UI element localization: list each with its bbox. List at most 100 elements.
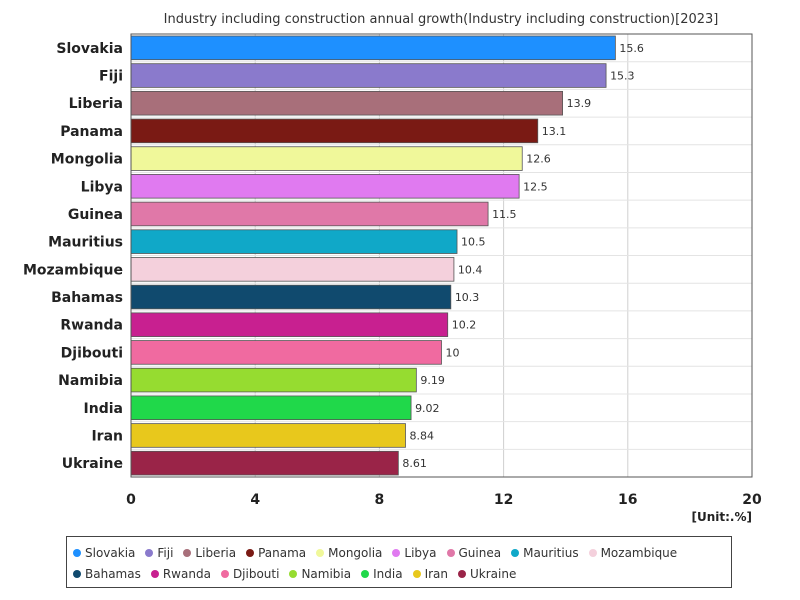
value-label: 12.6 [526, 153, 551, 166]
legend-marker [73, 569, 81, 578]
value-label: 15.6 [619, 42, 644, 55]
plot-frame [130, 33, 753, 478]
bar-mongolia [130, 146, 523, 171]
x-tick-label: 8 [375, 492, 385, 508]
legend-marker [392, 548, 401, 557]
legend-marker [246, 548, 255, 557]
grid-lines [131, 34, 752, 477]
value-label: 11.5 [492, 208, 517, 221]
legend-item: Ukraine [458, 563, 516, 584]
category-label: Namibia [58, 373, 123, 389]
category-label: Mauritius [48, 235, 123, 251]
legend-item: Mongolia [316, 542, 382, 563]
bar-iran [130, 423, 406, 448]
category-label: Fiji [99, 69, 123, 85]
value-label: 10.5 [461, 236, 486, 249]
bar-libya [130, 174, 520, 199]
legend-item: Mauritius [511, 542, 579, 563]
legend-marker [588, 548, 597, 557]
legend-label: Guinea [458, 545, 502, 560]
legend-marker [145, 548, 154, 557]
value-label: 13.1 [542, 125, 567, 138]
value-labels: 15.6 15.3 13.9 13.1 12.6 12.5 11.5 10.5 10.4 10.3… [402, 42, 644, 470]
category-label: Bahamas [51, 290, 123, 306]
bar-mauritius [130, 229, 458, 254]
legend-label: Ukraine [470, 566, 517, 581]
x-tick-label: 20 [742, 492, 762, 508]
legend-label: Iran [424, 566, 449, 581]
category-label: Guinea [68, 207, 123, 223]
category-label: Rwanda [60, 318, 123, 334]
x-tick-label: 16 [618, 492, 637, 508]
legend-item: Namibia [289, 563, 351, 584]
legend-item: India [361, 563, 403, 584]
legend-item: Mozambique [588, 542, 678, 563]
category-label: Liberia [69, 96, 123, 112]
value-label: 8.84 [409, 429, 434, 442]
legend-label: Mongolia [328, 545, 383, 560]
value-label: 10 [446, 346, 460, 359]
legend-marker [458, 569, 467, 578]
legend-item: Panama [246, 542, 306, 563]
bar-djibouti [130, 340, 442, 365]
legend-marker [73, 548, 81, 557]
legend-marker [220, 569, 229, 578]
legend-item: Liberia [183, 542, 236, 563]
category-label: Ukraine [62, 456, 123, 472]
bar-ukraine [130, 450, 399, 476]
category-label: Libya [81, 179, 123, 195]
x-tick-label: 0 [126, 492, 136, 508]
category-label: Mongolia [51, 152, 123, 168]
category-label: Djibouti [61, 345, 123, 361]
legend-label: Namibia [301, 566, 352, 581]
legend-marker [446, 548, 455, 557]
bar-india [130, 395, 412, 421]
value-label: 12.5 [523, 180, 548, 193]
legend-label: Fiji [157, 545, 174, 560]
legend-marker [183, 548, 192, 557]
category-label: Slovakia [56, 41, 123, 57]
bar-rwanda [130, 312, 449, 337]
legend-label: Bahamas [85, 566, 141, 581]
legend-marker [412, 569, 421, 578]
bar-liberia [130, 90, 563, 116]
legend-item: Djibouti [220, 563, 279, 584]
value-label: 9.02 [415, 402, 440, 415]
legend-marker [150, 569, 159, 578]
x-axis-ticks: 0 4 8 12 16 20 [126, 492, 762, 508]
legend-label: Panama [258, 545, 307, 560]
legend-label: Rwanda [162, 566, 211, 581]
legend-label: Mozambique [600, 545, 678, 560]
bar-bahamas [130, 284, 452, 310]
legend-marker [361, 569, 370, 578]
value-label: 15.3 [610, 70, 635, 83]
legend: Slovakia Fiji Liberia Panama Mongolia Libya Gu… [66, 536, 732, 588]
legend-marker [316, 548, 325, 557]
legend-item: Libya [392, 542, 437, 563]
bar-panama [130, 118, 539, 144]
category-label: Iran [91, 428, 123, 444]
legend-item: Slovakia [73, 542, 135, 563]
legend-item: Fiji [145, 542, 173, 563]
legend-item: Guinea [446, 542, 502, 563]
value-label: 10.2 [452, 319, 477, 332]
category-label: Panama [60, 124, 123, 140]
bar-mozambique [130, 257, 455, 282]
legend-item: Bahamas [73, 563, 141, 584]
legend-label: Liberia [195, 545, 237, 560]
category-label: Mozambique [23, 262, 123, 278]
legend-item: Rwanda [150, 563, 211, 584]
legend-label: India [373, 566, 403, 581]
bar-namibia [130, 367, 417, 393]
value-label: 10.3 [455, 291, 480, 304]
unit-label: [Unit:.%] [692, 510, 753, 524]
legend-marker [511, 548, 520, 557]
category-label: India [84, 401, 123, 417]
value-label: 13.9 [567, 97, 592, 110]
bar-guinea [130, 201, 489, 227]
x-tick-label: 12 [494, 492, 513, 508]
x-tick-label: 4 [250, 492, 260, 508]
bar-fiji [130, 63, 607, 88]
category-labels: Slovakia Fiji Liberia Panama Mongolia Libya Gu… [23, 41, 123, 472]
chart-title: Industry including construction annual g… [164, 12, 719, 27]
